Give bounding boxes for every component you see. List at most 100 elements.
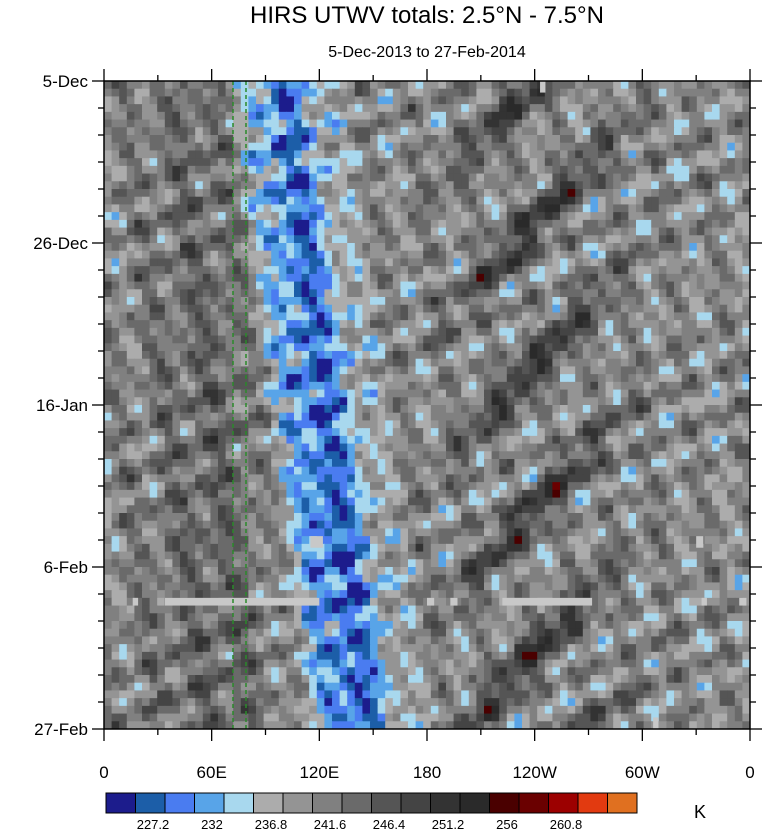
heatmap-cell — [180, 428, 189, 437]
heatmap-cell — [339, 351, 348, 360]
heatmap-cell — [225, 474, 234, 483]
heatmap-cell — [119, 243, 128, 252]
heatmap-cell — [111, 320, 120, 329]
heatmap-cell — [590, 119, 599, 128]
heatmap-cell — [461, 227, 470, 236]
heatmap-cell — [522, 312, 531, 321]
heatmap-cell — [149, 165, 158, 175]
heatmap-cell — [643, 420, 652, 429]
heatmap-cell — [696, 81, 705, 90]
heatmap-cell — [689, 81, 698, 90]
heatmap-cell — [362, 374, 371, 383]
heatmap-cell — [142, 219, 151, 229]
heatmap-cell — [582, 297, 591, 306]
heatmap-cell — [233, 343, 242, 352]
heatmap-cell — [696, 351, 705, 360]
heatmap-cell — [613, 88, 622, 98]
heatmap-cell — [636, 142, 645, 152]
heatmap-cell — [377, 135, 386, 144]
heatmap-cell — [575, 443, 584, 452]
heatmap-cell — [666, 335, 675, 344]
heatmap-cell — [400, 489, 409, 499]
heatmap-cell — [453, 204, 462, 213]
heatmap-cell — [590, 266, 599, 275]
heatmap-cell — [651, 435, 660, 445]
heatmap-cell — [370, 289, 379, 298]
heatmap-cell — [491, 528, 500, 537]
heatmap-cell — [476, 281, 485, 290]
heatmap-cell — [218, 96, 227, 105]
heatmap-cell — [263, 104, 272, 113]
heatmap-cell — [339, 158, 348, 167]
heatmap-cell — [286, 435, 295, 445]
heatmap-cell — [354, 374, 363, 383]
heatmap-cell — [575, 181, 584, 190]
heatmap-cell — [727, 397, 736, 406]
heatmap-cell — [430, 165, 439, 175]
heatmap-cell — [468, 189, 477, 198]
heatmap-cell — [468, 304, 477, 314]
heatmap-cell — [240, 374, 249, 383]
heatmap-cell — [598, 135, 607, 144]
heatmap-cell — [271, 381, 280, 391]
heatmap-cell — [514, 304, 523, 314]
heatmap-cell — [727, 505, 736, 514]
heatmap-cell — [704, 258, 713, 267]
heatmap-cell — [400, 428, 409, 437]
heatmap-cell — [134, 312, 143, 321]
heatmap-cell — [119, 104, 128, 113]
heatmap-cell — [324, 459, 333, 468]
heatmap-cell — [392, 235, 401, 244]
heatmap-cell — [582, 351, 591, 360]
heatmap-cell — [172, 142, 181, 152]
heatmap-cell — [620, 312, 629, 321]
heatmap-cell — [149, 266, 158, 275]
heatmap-cell — [377, 243, 386, 252]
heatmap-cell — [362, 135, 371, 144]
heatmap-cell — [256, 428, 265, 437]
heatmap-cell — [370, 343, 379, 352]
heatmap-cell — [499, 520, 508, 530]
heatmap-cell — [590, 158, 599, 167]
heatmap-cell — [590, 227, 599, 236]
heatmap-cell — [187, 443, 196, 452]
heatmap-cell — [552, 104, 561, 113]
heatmap-cell — [598, 489, 607, 499]
heatmap-cell — [552, 343, 561, 352]
heatmap-cell — [658, 273, 667, 283]
heatmap-cell — [529, 520, 538, 530]
heatmap-cell — [719, 389, 728, 398]
heatmap-cell — [377, 281, 386, 290]
heatmap-cell — [164, 266, 173, 275]
heatmap-cell — [529, 358, 538, 368]
heatmap-cell — [461, 181, 470, 190]
heatmap-cell — [377, 150, 386, 159]
heatmap-cell — [499, 435, 508, 445]
heatmap-cell — [476, 482, 485, 491]
heatmap-cell — [370, 88, 379, 98]
heatmap-cell — [309, 227, 318, 236]
heatmap-cell — [620, 405, 629, 414]
heatmap-cell — [484, 405, 493, 414]
heatmap-cell — [461, 111, 470, 121]
heatmap-cell — [704, 88, 713, 98]
heatmap-cell — [172, 366, 181, 375]
heatmap-cell — [666, 374, 675, 383]
heatmap-cell — [316, 389, 325, 398]
heatmap-cell — [636, 474, 645, 483]
heatmap-cell — [491, 104, 500, 113]
heatmap-cell — [195, 111, 204, 121]
heatmap-cell — [704, 250, 713, 260]
heatmap-cell — [658, 196, 667, 206]
heatmap-cell — [453, 165, 462, 175]
heatmap-cell — [370, 227, 379, 236]
heatmap-cell — [598, 435, 607, 445]
heatmap-cell — [529, 335, 538, 344]
heatmap-cell — [696, 119, 705, 128]
heatmap-cell — [734, 173, 743, 182]
heatmap-cell — [301, 196, 310, 206]
heatmap-cell — [605, 420, 614, 429]
heatmap-cell — [225, 397, 234, 406]
heatmap-cell — [316, 358, 325, 368]
heatmap-cell — [225, 327, 234, 337]
